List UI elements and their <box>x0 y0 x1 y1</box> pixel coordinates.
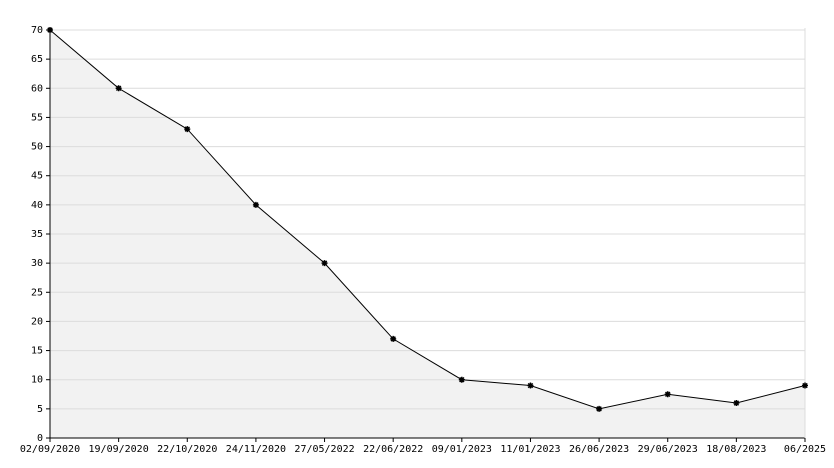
x-tick-label: 29/06/2023 <box>638 444 698 455</box>
x-tick-label: 22/06/2022 <box>363 444 423 455</box>
y-tick-label: 0 <box>37 433 43 444</box>
y-tick-label: 25 <box>31 287 43 298</box>
marker <box>596 405 603 412</box>
y-tick-label: 5 <box>37 404 43 415</box>
area-fill <box>50 30 805 438</box>
y-tick-label: 60 <box>31 83 43 94</box>
marker <box>390 335 397 342</box>
x-tick-label: 18/08/2023 <box>706 444 766 455</box>
y-tick-label: 30 <box>31 258 43 269</box>
y-tick-label: 35 <box>31 229 43 240</box>
x-tick-label: 27/05/2022 <box>294 444 354 455</box>
line <box>49 29 806 410</box>
y-tick-label: 45 <box>31 171 43 182</box>
marker <box>527 382 534 389</box>
y-tick-label: 65 <box>31 54 43 65</box>
y-tick-label: 50 <box>31 142 43 153</box>
marker <box>458 376 465 383</box>
x-tick-label: 22/10/2020 <box>157 444 217 455</box>
marker <box>184 126 191 133</box>
y-tick-label: 15 <box>31 346 43 357</box>
marker <box>47 27 53 33</box>
marker <box>115 85 122 92</box>
y-tick-label: 10 <box>31 375 43 386</box>
y-tick-label: 40 <box>31 200 43 211</box>
x-tick-label: 26/06/2023 <box>569 444 629 455</box>
x-tick-label: 02/09/2020 <box>20 444 80 455</box>
x-tick-label: 09/01/2023 <box>432 444 492 455</box>
y-tick-label: 70 <box>31 25 43 36</box>
marker <box>664 391 671 398</box>
y-tick-label: 20 <box>31 316 43 327</box>
x-tick-label: 19/09/2020 <box>89 444 149 455</box>
marker <box>802 382 808 389</box>
marker <box>733 400 740 407</box>
marker <box>252 201 259 208</box>
y-tick-label: 55 <box>31 112 43 123</box>
x-tick-label: 06/2025 <box>784 444 826 455</box>
x-tick-label: 11/01/2023 <box>500 444 560 455</box>
x-tick-label: 24/11/2020 <box>226 444 286 455</box>
marker <box>321 260 328 267</box>
